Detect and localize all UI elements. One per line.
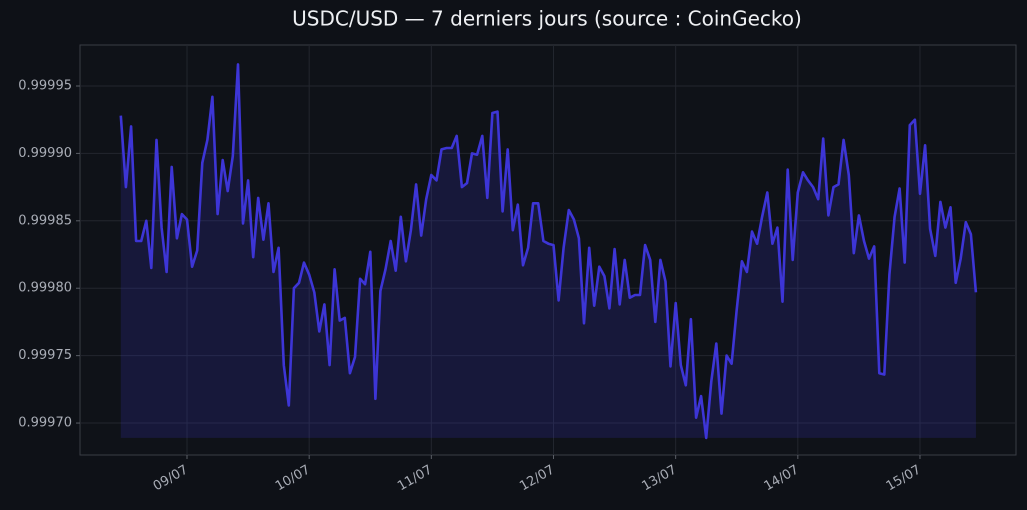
line [119,63,978,440]
chart-title: USDC/USD — 7 derniers jours (source : Co… [292,7,802,31]
y-tick-label: 0.99995 [18,78,72,93]
y-tick-label: 0.99970 [18,416,72,431]
y-tick-label: 0.99980 [18,281,72,296]
y-tick-label: 0.99975 [18,348,72,363]
y-tick-label: 0.99985 [18,213,72,228]
y-tick-label: 0.99990 [18,146,72,161]
area [120,64,976,438]
